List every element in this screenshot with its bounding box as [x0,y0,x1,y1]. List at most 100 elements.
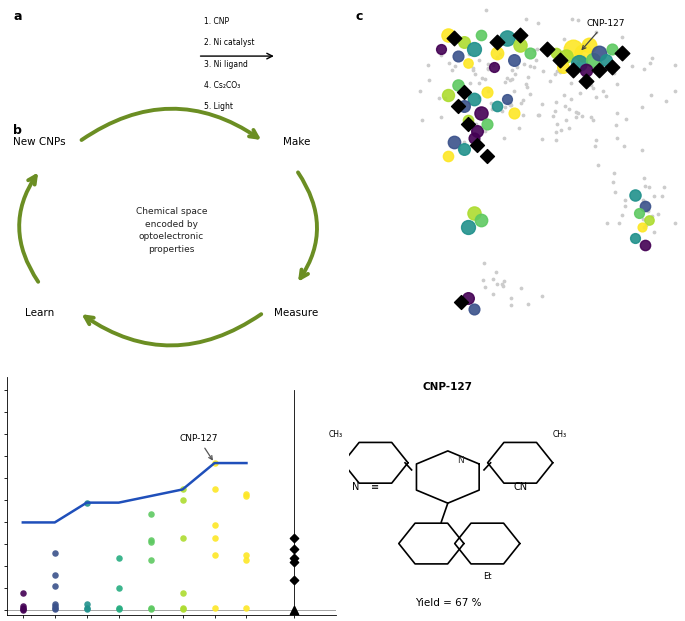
Point [610,120,621,130]
Point [462,293,473,303]
Point [488,289,499,299]
Point [49,599,60,609]
Text: 2. Ni catalyst: 2. Ni catalyst [204,39,255,47]
Point [638,64,649,74]
Text: 5. Light: 5. Light [204,102,234,111]
Point [462,116,473,125]
Point [580,76,591,86]
Point [499,133,510,143]
Point [289,544,300,554]
Point [82,497,92,507]
Point [473,104,484,114]
Point [636,222,647,232]
Point [614,218,625,228]
Text: a: a [14,10,22,23]
Point [638,197,649,207]
Point [551,97,562,107]
Point [538,66,549,76]
Point [525,48,536,58]
Point [482,151,493,161]
Point [636,102,647,112]
Point [177,588,188,598]
Point [449,137,460,147]
Point [439,93,450,103]
Point [468,65,479,75]
Point [513,123,524,133]
Point [537,99,548,109]
Point [669,86,680,96]
Point [504,101,515,111]
Point [495,49,506,59]
Point [145,555,156,564]
Point [639,173,650,183]
Point [473,93,484,102]
Point [528,45,539,55]
Text: Learn: Learn [25,307,54,317]
Text: Yield = 67 %: Yield = 67 % [414,598,481,608]
Point [479,125,490,135]
Point [450,61,461,71]
Point [209,550,220,560]
Point [480,5,491,15]
Point [145,537,156,547]
Text: 4. Cs₂CO₃: 4. Cs₂CO₃ [204,81,240,90]
Point [49,601,60,611]
Point [473,55,484,65]
Point [472,126,483,136]
Point [496,279,507,289]
Point [492,37,503,47]
Point [559,101,570,111]
Point [177,603,188,613]
Point [501,94,512,104]
Point [520,79,531,89]
Point [478,258,489,268]
Point [497,281,508,291]
Text: 3. Ni ligand: 3. Ni ligand [204,60,248,69]
Point [525,61,536,71]
Text: b: b [14,124,23,137]
Point [571,107,582,117]
Point [452,51,463,61]
Point [523,299,534,309]
Point [469,304,479,314]
Point [422,60,433,70]
Point [177,533,188,543]
Point [639,181,650,191]
Point [499,77,510,87]
Point [509,86,520,96]
Point [477,274,488,284]
Point [661,96,672,106]
Point [669,218,680,228]
Point [500,102,511,112]
Text: Et: Et [483,573,492,581]
Point [414,86,425,96]
Point [434,93,445,103]
Point [590,27,601,37]
Point [588,115,599,125]
Point [475,108,486,118]
Point [616,48,627,58]
Point [528,61,539,71]
Text: ≡: ≡ [371,481,379,492]
Point [423,75,434,84]
Point [456,78,466,88]
Point [523,72,534,82]
Point [617,210,628,220]
Point [536,291,547,301]
Point [145,535,156,545]
Point [551,135,562,145]
Point [600,55,611,65]
Point [469,44,479,54]
Point [451,105,462,115]
Point [241,603,252,613]
Point [607,62,618,72]
Point [643,215,654,225]
Point [209,484,220,494]
Point [590,135,601,145]
Point [289,557,300,567]
Point [560,116,571,125]
Point [607,178,618,188]
Point [145,509,156,519]
Point [145,603,156,613]
Point [469,69,480,79]
